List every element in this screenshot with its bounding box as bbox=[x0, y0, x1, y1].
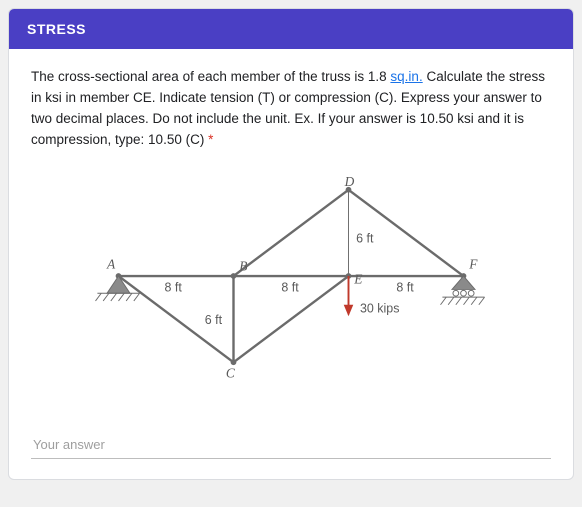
required-marker: * bbox=[208, 132, 213, 147]
dim-BC: 6 ft bbox=[205, 313, 223, 327]
question-prompt: The cross-sectional area of each member … bbox=[31, 67, 551, 151]
unit-link[interactable]: sq.in. bbox=[390, 69, 422, 84]
prompt-text-1: The cross-sectional area of each member … bbox=[31, 69, 390, 84]
dim-DE: 6 ft bbox=[356, 231, 374, 245]
label-C: C bbox=[226, 365, 236, 380]
question-body: The cross-sectional area of each member … bbox=[9, 49, 573, 479]
label-A: A bbox=[106, 256, 116, 271]
section-title: STRESS bbox=[27, 21, 86, 37]
answer-row bbox=[31, 431, 551, 459]
label-D: D bbox=[344, 174, 355, 189]
section-header: STRESS bbox=[9, 9, 573, 49]
dim-EF: 8 ft bbox=[396, 280, 414, 294]
label-B: B bbox=[239, 258, 247, 273]
load-value: 30 kips bbox=[360, 301, 399, 315]
dim-AB: 8 ft bbox=[165, 280, 183, 294]
label-F: F bbox=[468, 256, 478, 271]
truss-figure: A B C D E F 8 ft 8 ft 8 ft 6 ft 6 ft 30 … bbox=[31, 151, 551, 421]
dim-BE: 8 ft bbox=[281, 280, 299, 294]
label-E: E bbox=[353, 271, 362, 286]
truss-svg: A B C D E F 8 ft 8 ft 8 ft 6 ft 6 ft 30 … bbox=[61, 173, 521, 403]
question-card: STRESS The cross-sectional area of each … bbox=[8, 8, 574, 480]
answer-input[interactable] bbox=[31, 431, 551, 459]
